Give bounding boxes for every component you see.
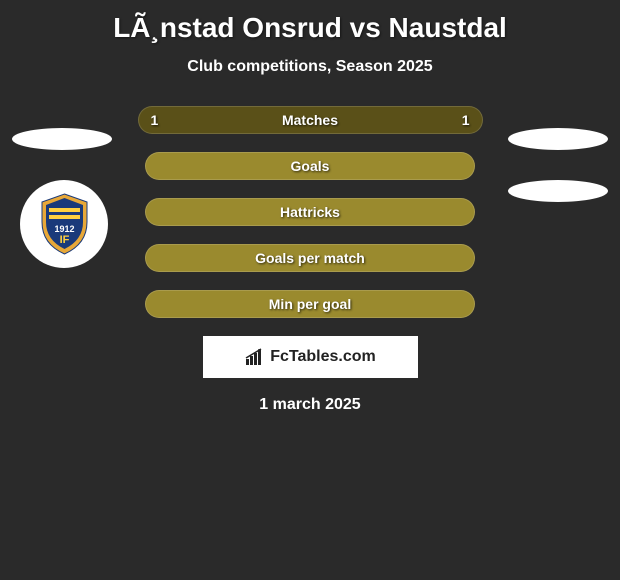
stat-row-matches: 1 Matches 1 bbox=[0, 106, 620, 134]
stat-row-hattricks: Hattricks bbox=[0, 198, 620, 226]
chart-icon bbox=[244, 348, 266, 366]
stat-pill: Min per goal bbox=[145, 290, 475, 318]
stat-row-goals: Goals bbox=[0, 152, 620, 180]
stat-label: Matches bbox=[139, 112, 482, 128]
date-text: 1 march 2025 bbox=[0, 396, 620, 414]
page-title: LÃ¸nstad Onsrud vs Naustdal bbox=[0, 0, 620, 44]
stat-label: Hattricks bbox=[146, 204, 474, 220]
fctables-box[interactable]: FcTables.com bbox=[203, 336, 418, 378]
stats-container: 1 Matches 1 Goals Hattricks Goals per ma… bbox=[0, 106, 620, 318]
stat-row-gpm: Goals per match bbox=[0, 244, 620, 272]
stat-pill: Goals per match bbox=[145, 244, 475, 272]
stat-label: Goals bbox=[146, 158, 474, 174]
stat-right-value: 1 bbox=[462, 112, 470, 128]
subtitle: Club competitions, Season 2025 bbox=[0, 58, 620, 76]
stat-label: Goals per match bbox=[146, 250, 474, 266]
stat-pill: 1 Matches 1 bbox=[138, 106, 483, 134]
stat-label: Min per goal bbox=[146, 296, 474, 312]
stat-row-mpg: Min per goal bbox=[0, 290, 620, 318]
fctables-text: FcTables.com bbox=[270, 348, 376, 366]
stat-pill: Hattricks bbox=[145, 198, 475, 226]
fctables-content: FcTables.com bbox=[244, 348, 376, 366]
stat-pill: Goals bbox=[145, 152, 475, 180]
